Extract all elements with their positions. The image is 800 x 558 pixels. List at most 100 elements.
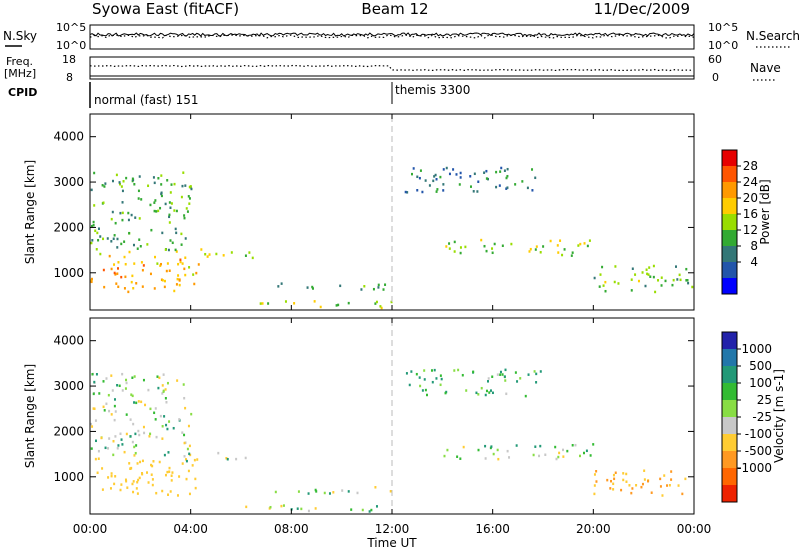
scatter-cell — [497, 457, 500, 461]
cpid-mode-themis: themis 3300 — [395, 83, 470, 97]
freq-series — [89, 64, 695, 77]
scatter-cell — [418, 376, 421, 379]
scatter-cell — [184, 184, 187, 187]
scatter-cell — [527, 373, 530, 376]
colorbar-cell — [722, 150, 737, 167]
scatter-cell — [335, 304, 338, 307]
scatter-cell — [192, 273, 195, 276]
scatter-cell — [593, 484, 596, 487]
scatter-cell — [248, 251, 251, 254]
scatter-cell — [671, 283, 674, 287]
scatter-cell — [566, 449, 569, 453]
scatter-cell — [130, 213, 133, 217]
scatter-cell — [643, 478, 646, 481]
scatter-cell — [347, 490, 350, 493]
colorbar-cell — [722, 451, 737, 469]
scatter-cell — [476, 190, 479, 193]
scatter-cell — [152, 176, 155, 179]
station-title: Syowa East (fitACF) — [92, 0, 239, 18]
scatter-cell — [132, 422, 135, 426]
scatter-cell — [410, 172, 413, 176]
colorbar-cell — [722, 278, 737, 295]
scatter-cell — [251, 256, 254, 260]
scatter-cell — [609, 487, 612, 490]
colorbar-tick-label: 4 — [750, 255, 758, 269]
scatter-cell — [469, 175, 472, 178]
scatter-cell — [328, 492, 331, 495]
scatter-cell — [124, 262, 127, 266]
scatter-cell — [217, 451, 220, 455]
scatter-cell — [647, 479, 650, 483]
scatter-cell — [125, 176, 128, 180]
scatter-cell — [183, 455, 186, 458]
scatter-cell — [122, 180, 125, 183]
scatter-cell — [103, 185, 106, 188]
nsearch-tick-top: 10^5 — [708, 21, 738, 34]
scatter-cell — [113, 234, 116, 237]
scatter-cell — [93, 171, 96, 175]
scatter-cell — [579, 242, 582, 246]
scatter-cell — [613, 280, 616, 284]
scatter-cell — [267, 302, 270, 305]
scatter-cell — [105, 377, 108, 380]
scatter-cell — [90, 188, 93, 192]
scatter-cell — [489, 446, 492, 450]
scatter-cell — [630, 278, 633, 281]
scatter-cell — [542, 245, 545, 248]
scatter-cell — [459, 457, 462, 460]
scatter-cell — [90, 224, 93, 228]
scatter-cell — [641, 271, 644, 274]
scatter-cell — [176, 379, 179, 382]
scatter-cell — [487, 380, 490, 383]
scatter-cell — [261, 302, 264, 305]
scatter-cell — [149, 272, 152, 276]
scatter-cell — [137, 478, 140, 482]
scatter-cell — [405, 372, 408, 375]
colorbar-cell — [722, 417, 737, 435]
scatter-cell — [133, 445, 136, 449]
scatter-cell — [117, 285, 120, 289]
scatter-cell — [160, 191, 163, 195]
scatter-cell — [91, 373, 94, 376]
scatter-cell — [90, 280, 93, 284]
scatter-cell — [119, 182, 122, 186]
scatter-cell — [131, 376, 134, 379]
scatter-cell — [153, 209, 156, 213]
scatter-cell — [654, 290, 657, 294]
scatter-cell — [661, 494, 664, 497]
colorbar-cell — [722, 332, 737, 350]
cpid-mode-normal: normal (fast) 151 — [94, 93, 198, 107]
scatter-cell — [149, 203, 152, 207]
scatter-cell — [95, 373, 98, 376]
x-axis-ticks: 00:00 04:00 08:00 12:00 16:00 20:00 00:00 — [73, 114, 711, 536]
scatter-cell — [558, 451, 561, 455]
scatter-cell — [136, 492, 139, 495]
scatter-cell — [215, 252, 218, 256]
scatter-cell — [293, 302, 296, 305]
scatter-cell — [150, 228, 153, 232]
scatter-cell — [140, 472, 143, 475]
scatter-cell — [372, 287, 375, 291]
scatter-cell — [498, 184, 501, 187]
scatter-cell — [459, 171, 462, 175]
scatter-cell — [91, 239, 94, 242]
scatter-cell — [163, 415, 166, 418]
scatter-cell — [485, 389, 488, 393]
scatter-cell — [181, 262, 184, 265]
scatter-cell — [374, 302, 377, 305]
scatter-cell — [171, 471, 174, 474]
scatter-cell — [132, 480, 135, 483]
scatter-cell — [116, 237, 119, 241]
scatter-cell — [225, 456, 228, 460]
scatter-cell — [483, 171, 486, 174]
colorbar-cell — [722, 262, 737, 279]
scatter-cell — [375, 505, 378, 508]
scatter-cell — [384, 283, 387, 286]
scatter-cell — [159, 206, 162, 210]
scatter-cell — [125, 413, 128, 416]
scatter-cell — [492, 452, 495, 456]
scatter-cell — [154, 407, 157, 410]
colorbar-cell — [722, 468, 737, 486]
nave-tick-bottom: 0 — [712, 71, 719, 84]
scatter-cell — [534, 248, 537, 251]
